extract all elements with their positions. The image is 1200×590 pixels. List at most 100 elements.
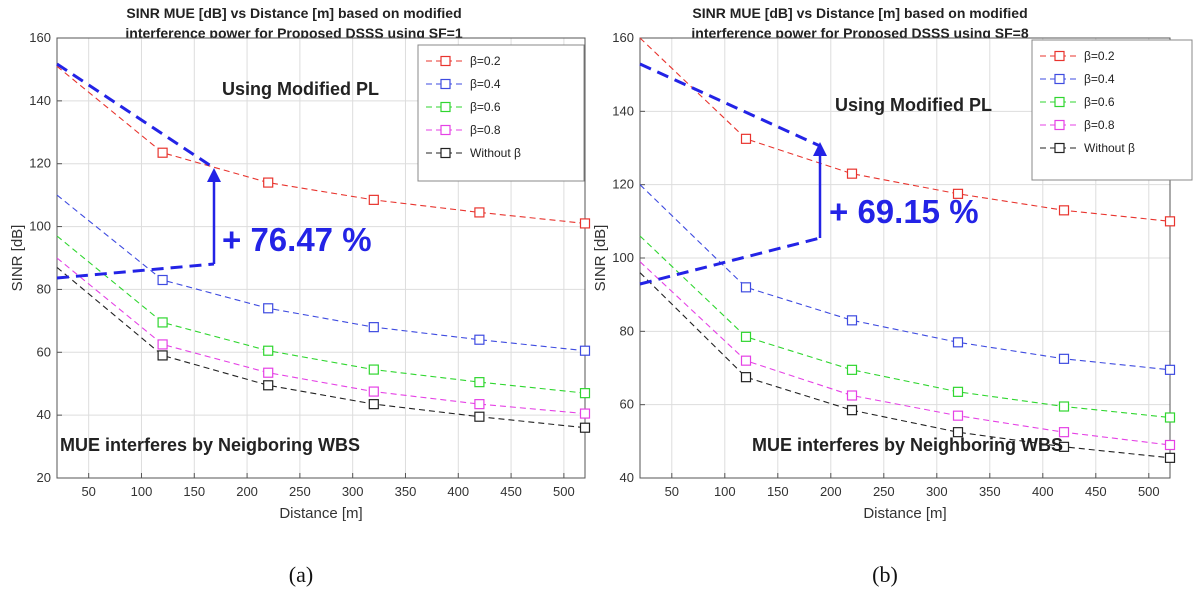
data-point (369, 323, 378, 332)
data-point (1166, 453, 1175, 462)
data-point (954, 411, 963, 420)
legend-swatch-marker (441, 126, 450, 135)
y-tick-label: 80 (620, 323, 634, 338)
data-point (581, 219, 590, 228)
data-point (581, 389, 590, 398)
data-point (954, 387, 963, 396)
x-tick-label: 450 (500, 484, 522, 499)
legend-label: β=0.8 (470, 123, 501, 137)
data-point (1166, 441, 1175, 450)
x-tick-label: 250 (289, 484, 311, 499)
legend-label: β=0.6 (1084, 95, 1115, 109)
x-tick-label: 450 (1085, 484, 1107, 499)
data-point (1060, 402, 1069, 411)
x-tick-label: 200 (236, 484, 258, 499)
chart-title-line-1: SINR MUE [dB] vs Distance [m] based on m… (126, 5, 461, 21)
chart-panel-0: SINR MUE [dB] vs Distance [m] based on m… (9, 5, 590, 587)
y-tick-label: 120 (612, 177, 634, 192)
data-point (742, 332, 751, 341)
x-tick-label: 400 (447, 484, 469, 499)
y-tick-label: 60 (37, 344, 51, 359)
legend-swatch-marker (1055, 121, 1064, 130)
data-point (158, 276, 167, 285)
data-point (158, 351, 167, 360)
legend-swatch-marker (1055, 75, 1064, 84)
panel-caption: (b) (872, 562, 898, 587)
data-point (581, 409, 590, 418)
chart-panel-1: SINR MUE [dB] vs Distance [m] based on m… (592, 5, 1192, 587)
x-axis-label: Distance [m] (279, 505, 362, 522)
y-tick-label: 40 (620, 470, 634, 485)
x-tick-label: 100 (714, 484, 736, 499)
data-point (264, 368, 273, 377)
panel-caption: (a) (289, 562, 313, 587)
data-point (1060, 206, 1069, 215)
y-tick-label: 140 (29, 93, 51, 108)
data-point (742, 134, 751, 143)
x-tick-label: 100 (131, 484, 153, 499)
gain-percentage: + 76.47 % (222, 221, 372, 258)
data-point (848, 406, 857, 415)
data-point (369, 387, 378, 396)
annotation-interference: MUE interferes by Neigboring WBS (60, 435, 360, 455)
x-tick-label: 50 (665, 484, 679, 499)
annotation-interference: MUE interferes by Neighboring WBS (752, 435, 1063, 455)
x-tick-label: 200 (820, 484, 842, 499)
data-point (581, 423, 590, 432)
data-point (158, 148, 167, 157)
x-tick-label: 350 (979, 484, 1001, 499)
x-tick-label: 250 (873, 484, 895, 499)
y-tick-label: 80 (37, 281, 51, 296)
y-tick-label: 100 (29, 219, 51, 234)
data-point (742, 283, 751, 292)
legend-swatch-marker (1055, 52, 1064, 61)
legend-swatch-marker (1055, 144, 1064, 153)
legend-label: Without β (470, 146, 521, 160)
data-point (475, 412, 484, 421)
x-tick-label: 350 (395, 484, 417, 499)
data-point (742, 373, 751, 382)
y-tick-label: 140 (612, 103, 634, 118)
legend-swatch-marker (441, 103, 450, 112)
y-tick-label: 60 (620, 397, 634, 412)
x-tick-label: 300 (342, 484, 364, 499)
data-point (1060, 354, 1069, 363)
data-point (475, 378, 484, 387)
legend-label: β=0.8 (1084, 118, 1115, 132)
gain-percentage: + 69.15 % (829, 193, 979, 230)
data-point (475, 335, 484, 344)
data-point (1166, 217, 1175, 226)
x-tick-label: 500 (553, 484, 575, 499)
y-tick-label: 100 (612, 250, 634, 265)
x-tick-label: 500 (1138, 484, 1160, 499)
y-tick-label: 160 (612, 30, 634, 45)
data-point (475, 400, 484, 409)
data-point (369, 400, 378, 409)
y-tick-label: 20 (37, 470, 51, 485)
data-point (1166, 413, 1175, 422)
annotation-modified-pl: Using Modified PL (222, 79, 379, 99)
x-tick-label: 400 (1032, 484, 1054, 499)
data-point (475, 208, 484, 217)
data-point (264, 346, 273, 355)
legend-label: Without β (1084, 141, 1135, 155)
x-tick-label: 300 (926, 484, 948, 499)
legend-swatch-marker (441, 80, 450, 89)
data-point (369, 365, 378, 374)
chart-title-line-1: SINR MUE [dB] vs Distance [m] based on m… (692, 5, 1027, 21)
legend-swatch-marker (1055, 98, 1064, 107)
legend-label: β=0.2 (470, 54, 501, 68)
data-point (848, 391, 857, 400)
legend-label: β=0.4 (470, 77, 501, 91)
legend-label: β=0.4 (1084, 72, 1115, 86)
data-point (158, 318, 167, 327)
x-tick-label: 150 (183, 484, 205, 499)
data-point (848, 169, 857, 178)
y-axis-label: SINR [dB] (592, 225, 609, 292)
data-point (264, 381, 273, 390)
data-point (158, 340, 167, 349)
data-point (264, 304, 273, 313)
annotation-modified-pl: Using Modified PL (835, 95, 992, 115)
x-tick-label: 150 (767, 484, 789, 499)
